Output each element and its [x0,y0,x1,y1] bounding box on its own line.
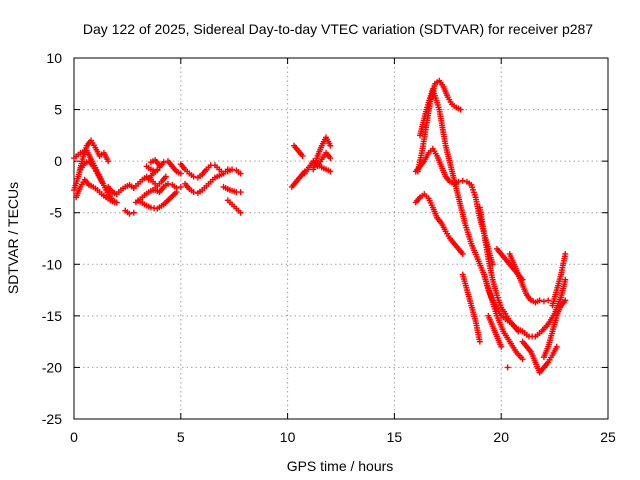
series-arc-early-6 [122,207,137,217]
series-arc-early-17 [220,183,244,196]
series-arc-early-4 [77,158,105,185]
data-point [498,343,505,350]
data-point [299,152,306,159]
y-tick-label: -25 [42,411,62,427]
series-arc-late-7 [481,271,526,335]
series-arc-late-14 [540,297,569,361]
data-point [562,250,569,257]
series-arc-late-2 [412,145,496,268]
series-arc-mid-5 [314,149,334,170]
data-point [177,170,184,177]
series-arc-mid-4 [310,134,334,173]
series-arc-late-4 [412,191,466,257]
series-arc-late-11 [506,250,552,306]
y-tick-label: 0 [54,153,62,169]
data-point [476,338,483,345]
y-tick-label: -15 [42,308,62,324]
series-arc-early-15 [182,166,231,197]
series-arc-late-9 [485,312,505,350]
series-arc-early-16 [224,166,244,177]
series-arc-early-13 [152,180,184,196]
data-point [545,297,552,304]
series-arc-early-5 [105,181,137,198]
data-point [327,168,334,175]
series-arc-early-12 [147,157,163,169]
data-point [177,183,184,190]
data-point [540,298,547,305]
series-arc-late-13 [519,338,560,376]
data-point [190,173,197,180]
data-point [327,155,334,162]
data-point [229,166,236,173]
series-arc-early-18 [224,197,244,216]
data-points [71,77,569,376]
data-point [126,210,133,217]
data-point [562,297,569,304]
series-arc-early-11 [145,167,161,183]
x-tick-label: 25 [600,429,616,445]
x-tick-label: 15 [387,429,403,445]
series-arc-late-10 [504,364,511,371]
data-point [130,209,137,216]
series-arc-late-15 [549,250,569,309]
series-arc-early-3 [73,176,118,206]
data-point [154,167,161,174]
data-point [190,189,197,196]
data-point [237,170,244,177]
x-tick-label: 5 [177,429,185,445]
data-point [164,180,171,187]
data-point [111,199,118,206]
data-point [156,162,163,169]
x-tick-label: 20 [493,429,509,445]
data-point [459,250,466,257]
series-arc-late-5 [459,271,483,345]
series-arc-early-9 [135,189,180,212]
grid-layer [74,58,608,419]
data-point [459,177,466,184]
data-point [327,142,334,149]
y-tick-label: -20 [42,359,62,375]
data-point [553,343,560,350]
data-point [457,106,464,113]
x-tick-label: 0 [70,429,78,445]
data-point [237,209,244,216]
x-tick-label: 10 [280,429,296,445]
y-tick-label: -10 [42,256,62,272]
data-point [105,158,112,165]
data-point [562,276,569,283]
y-tick-label: -5 [50,205,63,221]
data-point [519,356,526,363]
chart-title: Day 122 of 2025, Sidereal Day-to-day VTE… [83,21,593,37]
data-point [536,297,543,304]
data-point [98,178,105,185]
series-arc-mid-2 [291,142,306,159]
data-point [160,159,167,166]
y-axis-label: SDTVAR / TECUs [5,182,21,294]
data-point [162,173,169,180]
tick-layer: 0 5 10 15 20 25 -25 -20 -15 -10 -5 0 5 10 [42,50,616,445]
y-tick-label: 10 [46,50,62,66]
data-point [504,364,511,371]
data-point [173,184,180,191]
x-axis-label: GPS time / hours [287,458,394,474]
y-tick-label: 5 [54,102,62,118]
plot-frame [73,57,609,420]
data-point [237,189,244,196]
